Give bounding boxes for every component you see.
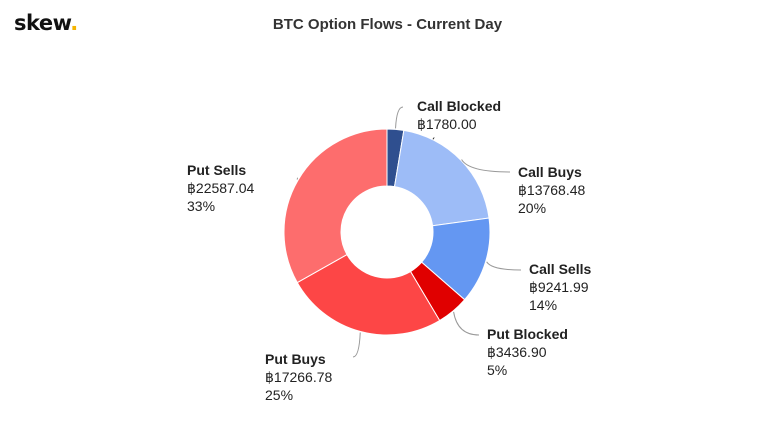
slice-percent: 20% (518, 200, 546, 216)
label-call-sells: Call Sells ฿9241.99 14% (529, 261, 591, 313)
leader-line-call-blocked (395, 106, 404, 129)
slice-value: ฿3436.90 (487, 344, 547, 360)
slice-value: ฿22587.04 (187, 180, 255, 196)
slice-value: ฿1780.00 (417, 116, 477, 132)
slice-name: Put Sells (187, 162, 246, 178)
leader-line-put-sells (296, 177, 299, 180)
slice-percent: 33% (187, 198, 215, 214)
slice-name: Put Blocked (487, 326, 568, 342)
slice-name: Call Sells (529, 261, 591, 277)
slice-put-sells[interactable] (283, 128, 388, 284)
label-put-blocked: Put Blocked ฿3436.90 5% (487, 326, 568, 378)
leader-line-put-blocked (453, 311, 480, 336)
chart-title: BTC Option Flows - Current Day (272, 16, 503, 33)
slice-percent: 14% (529, 297, 557, 313)
slice-value: ฿9241.99 (529, 279, 589, 295)
logo-text: skew (14, 11, 71, 35)
slice-value: ฿17266.78 (265, 369, 333, 385)
slice-call-buys[interactable] (393, 129, 490, 227)
leader-line-put-buys (352, 332, 361, 358)
slice-percent: 25% (265, 387, 293, 403)
label-call-buys: Call Buys ฿13768.48 20% (518, 164, 586, 216)
label-put-buys: Put Buys ฿17266.78 25% (265, 351, 333, 403)
label-put-sells: Put Sells ฿22587.04 33% (187, 162, 255, 214)
slice-name: Put Buys (265, 351, 326, 367)
slice-value: ฿13768.48 (518, 182, 586, 198)
slice-name: Call Blocked (417, 98, 501, 114)
leader-line-call-buys (461, 159, 511, 173)
leader-line-call-sells (486, 261, 522, 271)
logo-dot: . (70, 11, 78, 35)
slice-put-buys[interactable] (296, 253, 441, 336)
skew-logo: skew. (14, 11, 78, 35)
slice-name: Call Buys (518, 164, 582, 180)
slice-percent: 5% (487, 362, 507, 378)
